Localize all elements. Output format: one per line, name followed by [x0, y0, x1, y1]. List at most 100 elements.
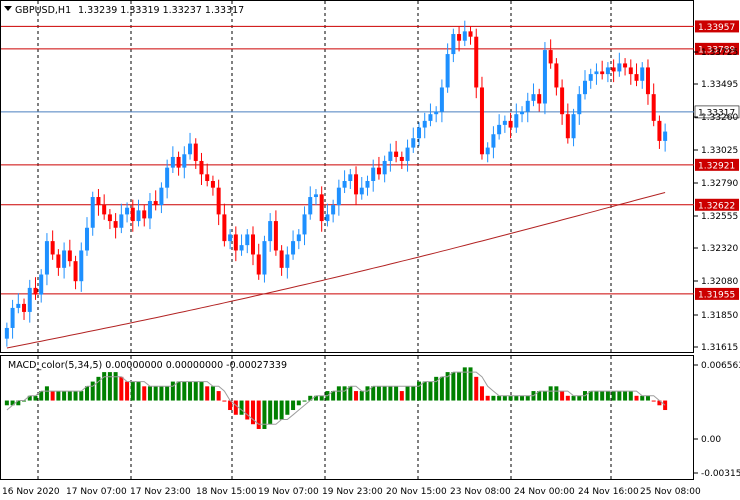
macd-bar	[376, 386, 381, 401]
candle-body	[525, 100, 530, 112]
time-tick-label: 24 Nov 00:00	[514, 487, 575, 497]
candle-body	[554, 63, 559, 88]
candle-body	[107, 214, 112, 222]
candle-body	[210, 180, 215, 188]
macd-bar	[525, 395, 530, 401]
candle-body	[422, 120, 427, 128]
macd-bar	[354, 391, 359, 401]
macd-bar	[617, 391, 622, 401]
macd-indicator-label[interactable]: MACD_color(5,34,5) 0.00000000 0.00000000…	[8, 360, 287, 371]
candle-body	[159, 187, 164, 206]
candle-body	[588, 74, 593, 81]
macd-tick-label: -0.003152	[701, 469, 740, 479]
macd-bar	[96, 376, 101, 401]
candle-body	[67, 250, 72, 262]
macd-bar	[319, 395, 324, 401]
macd-bar	[645, 395, 650, 401]
candle-body	[136, 210, 141, 222]
candle-body	[560, 87, 565, 115]
price-tick-label: 1.31850	[701, 311, 738, 321]
candle-body	[4, 327, 9, 339]
macd-histogram	[4, 367, 668, 429]
macd-bar	[170, 381, 175, 401]
candle-body	[394, 151, 399, 157]
time-tick-label: 25 Nov 08:00	[640, 487, 701, 497]
candle-body	[233, 234, 238, 251]
candle-body	[657, 120, 662, 141]
macd-bar	[119, 376, 124, 401]
candle-body	[594, 71, 599, 75]
time-tick-label: 17 Nov 23:00	[130, 487, 191, 497]
macd-bar	[485, 395, 490, 401]
candle-body	[399, 156, 404, 161]
macd-bar	[44, 386, 49, 401]
macd-bar	[233, 400, 238, 415]
macd-bar	[67, 391, 72, 401]
candle-body	[176, 156, 181, 168]
macd-bar	[113, 372, 118, 401]
time-tick-label: 16 Nov 2020	[2, 487, 60, 497]
level-tag	[695, 20, 739, 33]
current-price-tag	[694, 105, 740, 119]
macd-bar	[388, 386, 393, 401]
candle-body	[617, 63, 622, 72]
macd-bar	[256, 400, 261, 429]
candle-body	[651, 94, 656, 121]
macd-bar	[153, 386, 158, 401]
macd-bar	[176, 381, 181, 401]
price-tick-label: 1.33495	[701, 80, 738, 90]
macd-bar	[439, 376, 444, 401]
candle-body	[416, 127, 422, 139]
macd-bar	[502, 395, 507, 401]
macd-bar	[565, 395, 570, 401]
macd-bar	[594, 391, 599, 401]
candle-body	[331, 205, 336, 215]
ohlc-label: 1.33239 1.33319 1.33237 1.33317	[78, 5, 244, 16]
macd-bar	[571, 395, 576, 401]
macd-bar	[422, 381, 427, 401]
macd-bar	[291, 400, 296, 411]
candle-body	[542, 50, 547, 104]
candle-body	[250, 234, 256, 255]
time-tick-label: 19 Nov 23:00	[322, 487, 383, 497]
macd-bar	[605, 391, 610, 401]
symbol-label[interactable]: GBPUSD,H1	[15, 5, 71, 16]
time-tick-label: 17 Nov 07:00	[66, 487, 127, 497]
macd-bar	[640, 395, 645, 401]
macd-bar	[27, 395, 32, 401]
macd-signal-line	[6, 371, 666, 425]
candle-body	[514, 114, 519, 128]
candle-body	[468, 31, 473, 37]
macd-bar	[125, 381, 130, 401]
candle-body	[285, 254, 290, 268]
candles	[4, 20, 668, 347]
candle-body	[147, 201, 152, 219]
macd-bar	[560, 391, 565, 401]
candle-body	[382, 160, 387, 175]
time-tick-label: 24 Nov 16:00	[578, 487, 639, 497]
macd-bar	[434, 376, 439, 401]
macd-bar	[84, 386, 90, 401]
macd-bar	[136, 381, 141, 401]
macd-bar	[193, 381, 198, 401]
macd-bar	[22, 400, 27, 402]
candle-body	[165, 167, 170, 188]
macd-bar	[514, 395, 519, 401]
price-axis[interactable]: 1.33725 1.33495 1.33260 1.33025 1.32790 1.325…	[694, 48, 738, 353]
macd-bar	[382, 386, 387, 401]
candle-body	[474, 36, 479, 88]
moving-average	[6, 192, 666, 349]
macd-bar	[205, 386, 210, 401]
macd-bar	[399, 391, 404, 401]
macd-bar	[577, 395, 582, 401]
price-tick-label: 1.32080	[701, 277, 738, 287]
candle-body	[319, 194, 324, 222]
time-axis[interactable]: 16 Nov 2020 17 Nov 07:00 17 Nov 23:00 18 No…	[2, 487, 701, 497]
macd-bar	[331, 391, 336, 401]
macd-bar	[188, 381, 193, 401]
time-tick-label: 23 Nov 08:00	[450, 487, 511, 497]
candle-body	[485, 147, 490, 155]
symbol-dropdown-icon[interactable]	[4, 6, 12, 11]
level-tag	[695, 42, 739, 55]
